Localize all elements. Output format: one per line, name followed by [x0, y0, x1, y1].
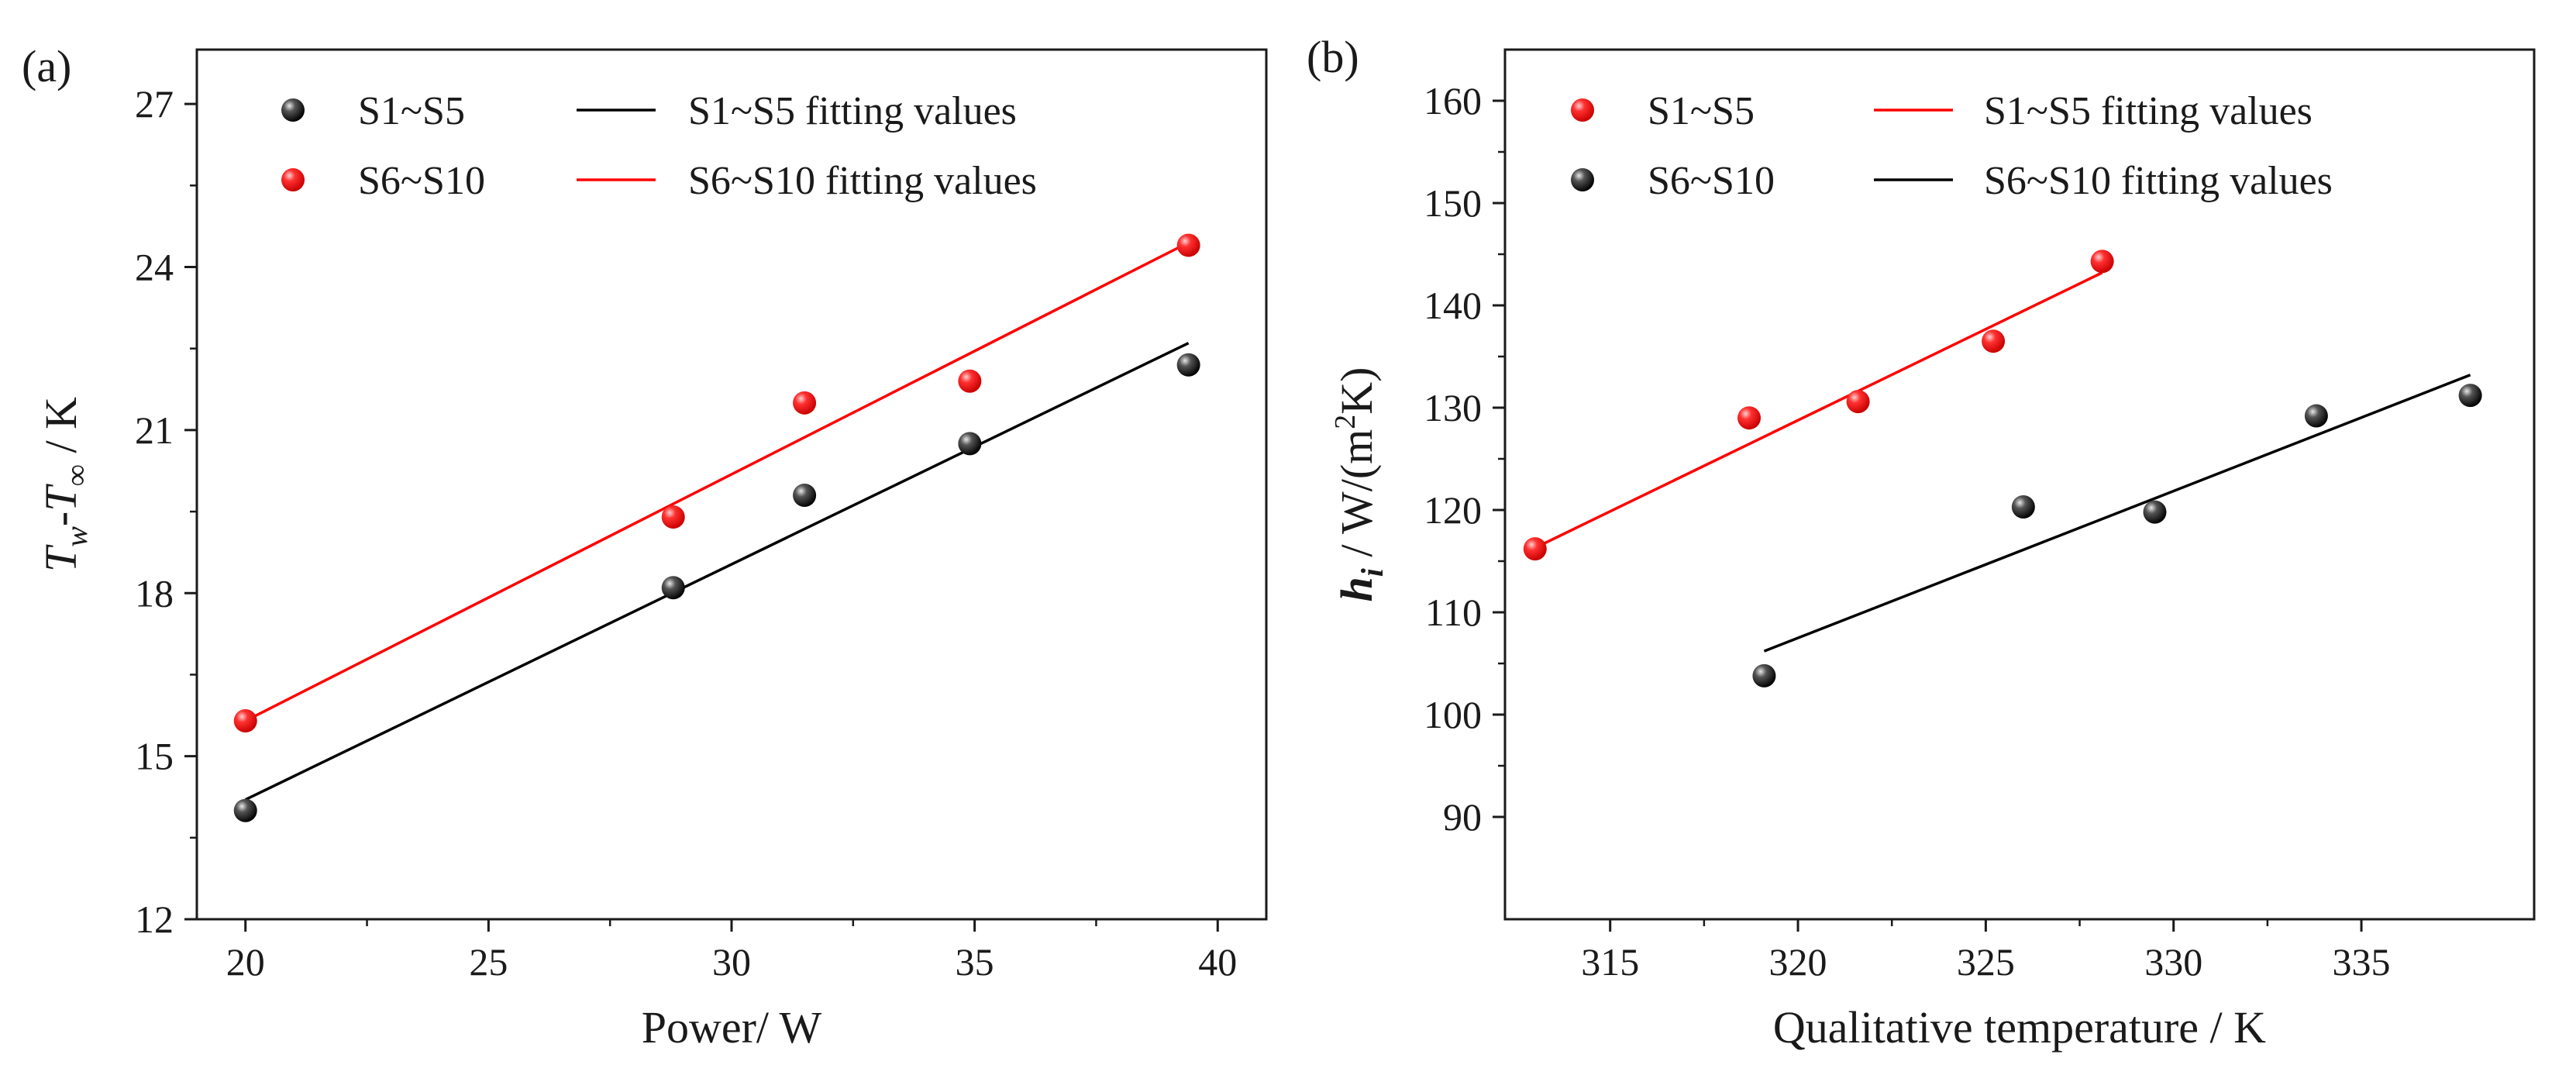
y-axis-title-a-subscript-1: w	[59, 526, 94, 547]
data-point-b-1-3	[2304, 404, 2328, 428]
legend-label-a-2: S1~S5 fitting values	[688, 89, 1017, 133]
data-point-a-1-1	[661, 505, 685, 529]
data-point-a-1-2	[793, 391, 817, 415]
y-tick-label-b-3: 120	[1424, 488, 1482, 532]
x-tick-label-b-2: 325	[1957, 940, 2015, 984]
x-tick-label-b-3: 330	[2144, 940, 2202, 984]
data-point-a-1-4	[1176, 233, 1200, 257]
fit-lines-b	[1534, 271, 2471, 653]
data-point-b-0-4	[2090, 250, 2114, 274]
y-tick-label-b-7: 160	[1424, 79, 1482, 122]
y-tick-label-b-2: 110	[1425, 591, 1482, 634]
y-axis-title-b-subscript: i	[1355, 568, 1390, 577]
fit-lines-a	[244, 241, 1190, 801]
y-axis-title-a-unit: / K	[36, 397, 86, 464]
fit-line-a-2	[244, 342, 1190, 801]
x-ticks-a: 20 25 30 35 40	[226, 919, 1237, 984]
y-axis-title-b-symbol: h	[1331, 577, 1382, 601]
y-axis-title-a: Tw-T∞ / K	[36, 397, 94, 572]
data-point-b-1-0	[1752, 663, 1776, 687]
data-point-b-0-0	[1523, 537, 1547, 561]
y-ticks-b: 90 100 110 120 130 140 150 160	[1424, 79, 1505, 839]
x-tick-label-a-2: 30	[712, 940, 751, 984]
y-axis-title-b: hi / W/(m2K)	[1329, 367, 1390, 602]
y-tick-label-a-3: 21	[135, 408, 174, 452]
y-tick-label-a-4: 24	[135, 246, 174, 289]
data-point-b-1-4	[2458, 384, 2482, 408]
data-point-b-0-1	[1737, 406, 1762, 430]
data-point-b-1-2	[2143, 500, 2167, 524]
fit-line-b-2	[1534, 271, 2103, 550]
x-tick-label-b-1: 320	[1769, 940, 1827, 984]
data-point-a-0-0	[233, 798, 257, 822]
y-tick-label-b-1: 100	[1424, 693, 1482, 736]
y-axis-title-b-superscript: 2	[1329, 415, 1362, 429]
data-points-b	[1523, 250, 2482, 687]
legend-b: S1~S5 S6~S10 S1~S5 fitting values S6~S10…	[1571, 89, 2333, 203]
x-tick-label-b-0: 315	[1581, 940, 1639, 984]
data-point-b-0-2	[1846, 390, 1870, 414]
legend-marker-a-1	[281, 168, 305, 191]
x-tick-label-a-3: 35	[956, 940, 994, 984]
y-tick-label-a-1: 15	[135, 735, 174, 778]
plot-frame-b	[1503, 48, 2536, 921]
y-tick-label-b-0: 90	[1443, 795, 1482, 839]
x-axis-title-b: Qualitative temperature / K	[1773, 1002, 2266, 1053]
x-axis-title-a: Power/ W	[642, 1002, 822, 1053]
legend-label-b-2: S1~S5 fitting values	[1984, 89, 2313, 133]
data-point-a-0-3	[958, 432, 982, 456]
data-points-a	[233, 233, 1200, 822]
chart-panel-b: (b) 315 320 325 330 335 90 100 110 120 130 140 150…	[1307, 32, 2536, 1053]
y-tick-label-b-4: 130	[1424, 386, 1482, 429]
y-tick-label-a-2: 18	[135, 571, 174, 615]
y-axis-title-a-subscript-2: ∞	[59, 464, 94, 487]
fit-line-a-3	[244, 241, 1190, 722]
y-tick-label-b-6: 150	[1424, 181, 1482, 225]
y-axis-title-a-symbol-1: T	[36, 544, 86, 572]
legend-label-b-1: S6~S10	[1648, 159, 1775, 203]
y-axis-title-b-unit-2: K)	[1331, 367, 1382, 415]
data-point-b-1-1	[2011, 495, 2035, 519]
y-ticks-a: 12 15 18 21 24 27	[135, 82, 197, 941]
legend-label-a-3: S6~S10 fitting values	[688, 159, 1037, 203]
y-axis-title-a-symbol-2: T	[36, 484, 86, 512]
y-axis-title-b-unit-1: / W/(m	[1331, 429, 1382, 568]
y-tick-label-b-5: 140	[1424, 284, 1482, 327]
chart-panel-a: (a) 20 25 30 35 40 12 15 18 21 24 27 Power/ W Tw-…	[22, 41, 1268, 1053]
y-tick-label-a-0: 12	[135, 898, 174, 941]
data-point-a-0-1	[661, 576, 685, 600]
data-point-a-1-0	[233, 709, 257, 733]
x-tick-label-a-4: 40	[1198, 940, 1237, 984]
x-tick-label-a-0: 20	[226, 940, 265, 984]
legend-label-b-0: S1~S5	[1648, 89, 1755, 133]
legend-marker-b-1	[1571, 168, 1594, 191]
y-tick-label-a-5: 27	[135, 82, 174, 126]
fit-line-b-3	[1763, 374, 2471, 653]
legend-label-a-1: S6~S10	[358, 159, 485, 203]
y-axis-title-a-dash: -	[36, 512, 86, 526]
legend-a: S1~S5 S6~S10 S1~S5 fitting values S6~S10…	[281, 89, 1037, 203]
data-point-a-1-3	[958, 369, 982, 393]
x-ticks-b: 315 320 325 330 335	[1581, 919, 2391, 984]
legend-label-b-3: S6~S10 fitting values	[1984, 159, 2333, 203]
legend-marker-a-0	[281, 98, 305, 122]
x-tick-label-a-1: 25	[469, 940, 508, 984]
data-point-a-0-2	[793, 484, 817, 508]
legend-label-a-0: S1~S5	[358, 89, 465, 133]
panel-label-a: (a)	[22, 41, 71, 91]
panel-label-b: (b)	[1307, 32, 1359, 82]
x-tick-label-b-4: 335	[2333, 940, 2391, 984]
data-point-a-0-4	[1176, 353, 1200, 377]
data-point-b-0-3	[1982, 329, 2006, 353]
legend-marker-b-0	[1571, 98, 1594, 122]
